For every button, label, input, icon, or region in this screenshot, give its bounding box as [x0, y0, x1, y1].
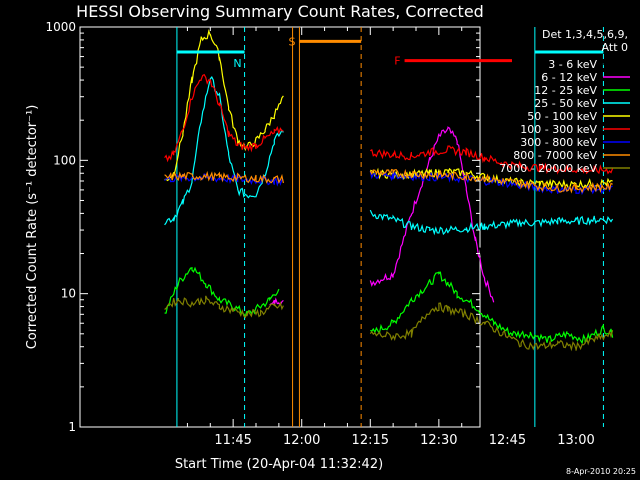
- series-line-8: [164, 295, 284, 319]
- legend-label: 25 - 50 keV: [534, 97, 597, 110]
- legend-label: 12 - 25 keV: [534, 84, 597, 97]
- legend-header-line-1: Det 1,3,4,5,6,9,: [542, 28, 628, 41]
- series-line-1: [369, 126, 495, 303]
- series-line-7: [369, 168, 613, 194]
- series-line-8: [369, 302, 614, 352]
- series-lines: [164, 29, 614, 367]
- series-line-2: [164, 266, 280, 318]
- flag-bars: N S F: [176, 35, 604, 70]
- flag-label: N: [233, 57, 241, 70]
- vertical-markers: [176, 27, 604, 427]
- legend-header-line-2: Att 0: [602, 41, 628, 54]
- y-tick-label: 100: [53, 153, 76, 167]
- x-tick-label: 12:45: [489, 433, 526, 448]
- legend-label: 300 - 800 keV: [520, 136, 597, 149]
- footer-date: 8-Apr-2010 20:25: [566, 467, 636, 476]
- x-tick-label: 11:45: [214, 433, 251, 448]
- legend-label: 6 - 12 keV: [541, 71, 597, 84]
- series-line-6: [164, 173, 284, 187]
- legend-label: 3 - 6 keV: [548, 58, 597, 71]
- legend-label: 50 - 100 keV: [527, 110, 597, 123]
- series-line-4: [164, 29, 284, 182]
- flag-label: S: [288, 35, 295, 48]
- x-axis-ticks: 11:45 12:00 12:15 12:30 12:45 13:00: [186, 27, 595, 448]
- x-tick-label: 12:15: [352, 433, 389, 448]
- legend-label: 100 - 300 keV: [520, 123, 597, 136]
- x-axis-label: Start Time (20-Apr-04 11:32:42): [175, 457, 383, 472]
- y-axis-ticks: 1 10 100 1000: [45, 20, 480, 434]
- flag-label: F: [394, 55, 400, 68]
- x-tick-label: 12:00: [283, 433, 320, 448]
- series-line-5: [370, 145, 614, 175]
- series-line-2: [370, 271, 614, 345]
- series-line-0: [369, 152, 495, 367]
- y-tick-label: 1: [68, 420, 76, 434]
- series-line-0: [269, 346, 284, 364]
- x-tick-label: 13:00: [557, 433, 594, 448]
- x-tick-label: 12:30: [420, 433, 457, 448]
- legend-label: 800 - 7000 keV: [513, 149, 597, 162]
- series-line-3: [369, 209, 614, 236]
- y-tick-label: 1000: [45, 20, 76, 34]
- plot-area: N S F: [79, 26, 614, 428]
- series-line-7: [164, 170, 284, 184]
- chart-title: HESSI Observing Summary Count Rates, Cor…: [76, 2, 484, 21]
- y-axis-label: Corrected Count Rate (s⁻¹ detector⁻¹): [25, 105, 40, 350]
- series-line-3: [164, 76, 284, 226]
- series-line-5: [164, 73, 284, 163]
- y-tick-label: 10: [61, 287, 76, 301]
- legend-label: 7000 - 20000 keV: [499, 162, 597, 175]
- plot-frame: [79, 26, 481, 428]
